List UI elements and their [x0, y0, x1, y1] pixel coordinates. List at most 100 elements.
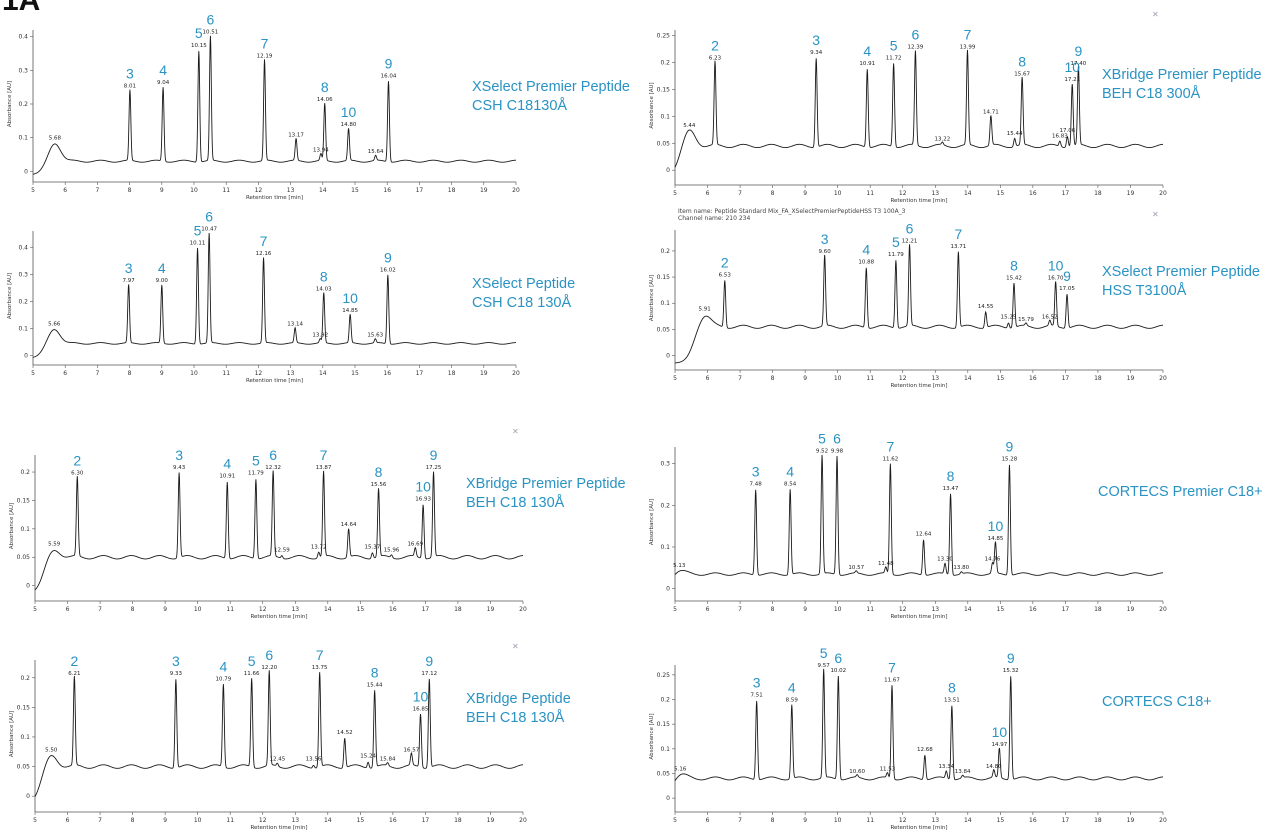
x-tick-label: 9: [803, 190, 807, 197]
close-icon[interactable]: ✕: [1152, 210, 1159, 219]
column-label: XBridge Premier Peptide BEH C18 300Å: [1102, 66, 1262, 104]
peak-time-label: 15.24: [360, 754, 376, 760]
peak-number-label: 10: [415, 478, 431, 494]
y-axis-title: Absorbance [AU]: [9, 503, 15, 549]
chromatogram-plot: 5 6 7 8 9 10 11 12 13 14 15 16 17 18 19 2000.050.10.150…: [649, 221, 1167, 389]
peak-number-label: 9: [384, 249, 392, 265]
peak-time-label: 9.34: [810, 50, 823, 56]
x-tick-label: 18: [448, 187, 456, 194]
peak-time-label: 15.96: [384, 547, 400, 553]
chromatogram-plot: 5 6 7 8 9 10 11 12 13 14 15 16 17 18 19 2000.050.10.150…: [649, 27, 1167, 204]
chromatogram-trace: [34, 470, 524, 591]
peak-time-label: 9.98: [831, 448, 844, 454]
x-tick-label: 7: [738, 375, 742, 382]
y-tick-label: 0.15: [657, 721, 671, 728]
x-tick-label: 12: [899, 375, 907, 382]
x-tick-label: 16: [1029, 190, 1037, 197]
peak-number-label: 7: [888, 660, 896, 676]
chromatogram-trace: [32, 232, 516, 358]
x-tick-label: 9: [163, 606, 167, 613]
peak-time-label: 9.04: [157, 80, 170, 86]
peak-number-label: 6: [207, 12, 215, 28]
peak-time-label: 10.47: [201, 227, 217, 233]
peak-number-label: 4: [223, 456, 231, 472]
y-tick-label: 0.2: [18, 101, 28, 108]
peak-number-label: 10: [1064, 59, 1080, 75]
y-tick-label: 0.15: [17, 704, 31, 711]
peak-time-label: 12.20: [261, 665, 277, 671]
peak-time-label: 5.16: [674, 766, 687, 772]
peak-time-label: 11.79: [248, 471, 264, 477]
x-tick-label: 10: [834, 817, 842, 824]
peak-time-label: 13.71: [950, 244, 966, 250]
peak-time-label: 14.85: [988, 536, 1004, 542]
y-tick-label: 0.1: [660, 113, 670, 120]
column-label-line: CSH C18130Å: [472, 98, 568, 114]
x-tick-label: 13: [931, 817, 939, 824]
peak-time-label: 10.88: [858, 260, 874, 266]
x-tick-label: 6: [706, 375, 710, 382]
x-tick-label: 9: [163, 817, 167, 824]
peak-time-label: 10.02: [830, 668, 846, 674]
chromatogram-trace: [674, 454, 1164, 576]
chromatogram-trace: [674, 49, 1164, 168]
peak-time-label: 10.79: [215, 677, 231, 683]
close-icon[interactable]: ✕: [1152, 10, 1159, 19]
peak-number-label: 6: [269, 447, 277, 463]
x-tick-label: 8: [771, 190, 775, 197]
y-tick-label: 0.3: [660, 461, 670, 468]
x-axis-title: Retention time [min]: [890, 383, 947, 389]
close-icon[interactable]: ✕: [512, 642, 519, 651]
peak-time-label: 13.92: [312, 332, 328, 338]
y-axis-title: Absorbance [AU]: [649, 499, 655, 545]
x-tick-label: 13: [291, 606, 299, 613]
peak-time-label: 9.43: [173, 465, 186, 471]
x-tick-label: 8: [771, 606, 775, 613]
y-tick-label: 0: [666, 586, 670, 593]
x-tick-label: 10: [834, 375, 842, 382]
x-tick-label: 19: [1127, 190, 1135, 197]
x-tick-label: 13: [931, 190, 939, 197]
chromatogram-trace: [674, 668, 1164, 782]
chromatogram-plot: 5 6 7 8 9 10 11 12 13 14 15 16 17 18 19 2000.10.20.30.4…: [7, 12, 520, 201]
peak-time-label: 5.91: [698, 307, 710, 313]
peak-time-label: 7.97: [123, 278, 136, 284]
peak-time-label: 14.06: [317, 97, 333, 103]
column-label-line: CSH C18 130Å: [472, 295, 572, 311]
chromatogram-trace: [34, 670, 524, 797]
peak-number-label: 4: [159, 62, 167, 78]
peak-number-label: 10: [988, 518, 1004, 534]
peak-time-label: 11.79: [888, 252, 904, 258]
x-tick-label: 20: [1159, 375, 1167, 382]
close-icon[interactable]: ✕: [512, 427, 519, 436]
x-tick-label: 14: [964, 375, 972, 382]
y-tick-label: 0.1: [660, 300, 670, 307]
column-label-line: BEH C18 300Å: [1102, 86, 1201, 102]
x-tick-label: 11: [226, 817, 234, 824]
peak-number-label: 5: [892, 234, 900, 250]
column-label-line: CORTECS Premier C18+: [1098, 484, 1263, 500]
chromatogram-panel: 5 6 7 8 9 10 11 12 13 14 15 16 17 18 19 20 0 0.1 0.2 0.3 0.4…: [7, 12, 630, 201]
peak-time-label: 15.28: [1002, 457, 1018, 463]
y-tick-label: 0.1: [18, 326, 28, 333]
x-tick-label: 14: [324, 817, 332, 824]
x-tick-label: 14: [324, 606, 332, 613]
chromatogram-trace: [674, 244, 1164, 364]
column-label: XSelect Premier Peptide CSH C18130Å: [472, 78, 630, 116]
x-tick-label: 13: [287, 187, 295, 194]
y-tick-label: 0: [666, 167, 670, 174]
peak-time-label: 15.56: [371, 482, 387, 488]
x-tick-label: 8: [771, 817, 775, 824]
y-tick-label: 0.1: [20, 526, 30, 533]
peak-number-label: 10: [992, 724, 1008, 740]
figure-label: 1A: [2, 0, 41, 17]
peak-time-label: 10.91: [219, 474, 235, 480]
peak-time-label: 7.51: [751, 693, 763, 699]
peak-time-label: 13.22: [935, 136, 951, 142]
x-tick-label: 16: [389, 817, 397, 824]
peak-time-label: 6.23: [709, 55, 722, 61]
peak-number-label: 5: [818, 430, 826, 446]
peak-number-label: 3: [752, 464, 760, 480]
peak-time-label: 15.25: [1001, 315, 1017, 321]
peak-time-label: 17.40: [1071, 61, 1087, 67]
